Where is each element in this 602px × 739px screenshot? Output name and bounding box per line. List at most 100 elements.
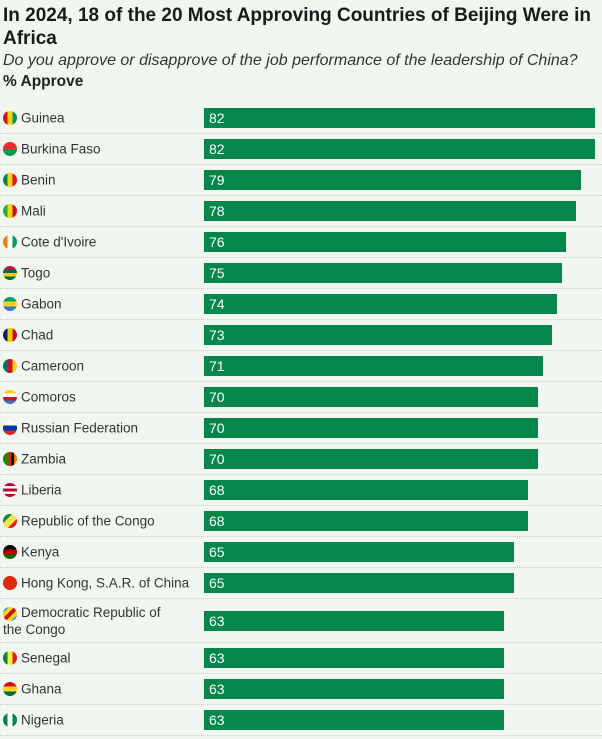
flag-icon <box>3 452 17 466</box>
flag-icon <box>3 390 17 404</box>
category-label: Senegal <box>21 650 71 666</box>
chart-row: Mali 78 <box>0 196 602 227</box>
value-label: 65 <box>209 544 225 560</box>
flag-icon <box>3 204 17 218</box>
category-label: Liberia <box>21 482 62 498</box>
chart-subtitle: Do you approve or disapprove of the job … <box>3 52 578 69</box>
value-label: 63 <box>209 612 225 629</box>
category-label: Togo <box>21 265 51 281</box>
category-label: Burkina Faso <box>21 141 101 157</box>
chart-row: Republic of the Congo 68 <box>0 506 602 537</box>
flag-icon <box>3 545 17 559</box>
chart-row: Hong Kong, S.A.R. of China 65 <box>0 568 602 599</box>
bar: 68 <box>204 511 529 531</box>
value-label: 75 <box>209 265 225 281</box>
bar: 63 <box>204 610 505 631</box>
bar: 82 <box>204 108 595 128</box>
flag-icon <box>3 713 17 727</box>
bar: 63 <box>204 710 505 730</box>
chart-row: Gabon 74 <box>0 289 602 320</box>
bar: 65 <box>204 542 514 562</box>
value-label: 68 <box>209 513 225 529</box>
flag-icon <box>3 235 17 249</box>
bar: 70 <box>204 418 538 438</box>
flag-icon <box>3 651 17 665</box>
value-label: 71 <box>209 358 225 374</box>
value-label: 82 <box>209 141 225 157</box>
category-label: Chad <box>21 327 54 343</box>
chart-title: In 2024, 18 of the 20 Most Approving Cou… <box>3 5 592 49</box>
category-label: Nigeria <box>21 712 64 728</box>
chart-row: Togo 75 <box>0 258 602 289</box>
value-label: 79 <box>209 172 225 188</box>
category-label: Democratic Republic of the Congo <box>3 604 161 637</box>
category-label: Russian Federation <box>21 420 139 436</box>
value-label: 65 <box>209 575 225 591</box>
chart-row: Comoros 70 <box>0 382 602 413</box>
chart-row: Benin 79 <box>0 165 602 196</box>
flag-icon <box>3 173 17 187</box>
category-label: Comoros <box>21 389 76 405</box>
bar: 63 <box>204 679 505 699</box>
category-label: Benin <box>21 172 56 188</box>
flag-icon <box>3 576 17 590</box>
chart-row: Zambia 70 <box>0 444 602 475</box>
bar: 65 <box>204 573 514 593</box>
chart-row: Burkina Faso 82 <box>0 134 602 165</box>
value-label: 70 <box>209 389 225 405</box>
measure-label: % Approve <box>3 73 84 90</box>
category-label: Mali <box>21 203 46 219</box>
flag-icon <box>3 514 17 528</box>
category-label: Gabon <box>21 296 62 312</box>
bar: 70 <box>204 449 538 469</box>
category-label: Hong Kong, S.A.R. of China <box>21 575 190 591</box>
category-label: Zambia <box>21 451 67 467</box>
bar: 63 <box>204 648 505 668</box>
value-label: 63 <box>209 712 225 728</box>
chart-row: Nigeria 63 <box>0 705 602 736</box>
chart-row: Senegal 63 <box>0 643 602 674</box>
category-label: Cameroon <box>21 358 85 374</box>
flag-icon <box>3 483 17 497</box>
value-label: 70 <box>209 451 225 467</box>
flag-icon <box>3 266 17 280</box>
category-label: Cote d'Ivoire <box>21 234 97 250</box>
bar: 71 <box>204 356 543 376</box>
bar: 78 <box>204 201 576 221</box>
flag-icon <box>3 682 17 696</box>
value-label: 74 <box>209 296 225 312</box>
chart-row: Ghana 63 <box>0 674 602 705</box>
flag-icon <box>3 421 17 435</box>
bar: 68 <box>204 480 529 500</box>
flag-icon <box>3 297 17 311</box>
bar: 79 <box>204 170 581 190</box>
flag-icon <box>3 359 17 373</box>
chart-row: Guinea 82 <box>0 103 602 134</box>
flag-icon <box>3 328 17 342</box>
chart-row: Kenya 65 <box>0 537 602 568</box>
bar: 70 <box>204 387 538 407</box>
category-label: Guinea <box>21 110 65 126</box>
bar: 75 <box>204 263 562 283</box>
category-label: Ghana <box>21 681 62 697</box>
bar: 82 <box>204 139 595 159</box>
flag-icon <box>3 111 17 125</box>
flag-icon <box>3 607 17 621</box>
flag-icon <box>3 142 17 156</box>
value-label: 76 <box>209 234 225 250</box>
value-label: 82 <box>209 110 225 126</box>
bar: 74 <box>204 294 557 314</box>
value-label: 63 <box>209 681 225 697</box>
bar-chart: Guinea 82 Burkina Faso 82 Benin 79 Mali 78 Cote … <box>0 103 602 736</box>
chart-row: Cote d'Ivoire 76 <box>0 227 602 258</box>
value-label: 70 <box>209 420 225 436</box>
chart-row: Liberia 68 <box>0 475 602 506</box>
value-label: 63 <box>209 650 225 666</box>
bar: 73 <box>204 325 553 345</box>
value-label: 78 <box>209 203 225 219</box>
chart-row: Chad 73 <box>0 320 602 351</box>
category-label: Kenya <box>21 544 60 560</box>
chart-row: Democratic Republic of the Congo 63 <box>0 599 602 643</box>
value-label: 68 <box>209 482 225 498</box>
bar: 76 <box>204 232 567 252</box>
